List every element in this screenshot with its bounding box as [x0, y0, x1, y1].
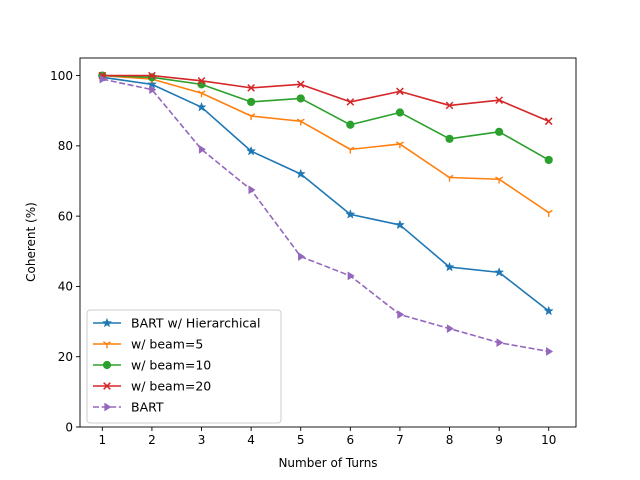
data-point-s0-5	[345, 209, 356, 219]
data-point-s0-1	[146, 79, 157, 89]
y-tick-label-80: 80	[58, 139, 73, 153]
data-point-s3-3	[247, 84, 255, 92]
series-line-1	[102, 74, 550, 214]
legend-marker-3	[103, 382, 111, 390]
legend-marker-2	[102, 360, 112, 370]
legend-marker-0	[101, 317, 113, 328]
x-tick-label-8: 8	[446, 433, 454, 447]
legend: BART w/ Hierarchical w/ beam=5 w/ beam=10 w…	[86, 309, 282, 424]
data-point-s1-4	[296, 118, 305, 126]
data-point-s4-6	[397, 310, 405, 319]
data-point-s4-5	[347, 271, 355, 281]
x-tick-label-3: 3	[198, 433, 206, 447]
data-point-s1-3	[247, 113, 256, 121]
series-3	[98, 71, 553, 126]
axes-frame	[79, 57, 577, 428]
legend-label-2: w/ beam=10	[131, 358, 211, 373]
data-point-s2-5	[346, 120, 355, 129]
y-tick-label-100: 100	[50, 69, 73, 83]
data-point-s0-4	[295, 168, 306, 179]
data-point-s4-0	[99, 74, 107, 84]
data-point-s4-3	[248, 185, 256, 195]
data-point-s0-7	[444, 261, 455, 272]
data-point-s1-2	[197, 90, 206, 98]
data-point-s4-9	[546, 346, 554, 356]
legend-label-3: w/ beam=20	[131, 379, 211, 394]
y-tick-label-0: 0	[65, 420, 73, 434]
data-point-s3-8	[495, 96, 503, 105]
data-point-s2-4	[296, 94, 305, 103]
series-line-2	[102, 74, 550, 161]
y-tick-label-40: 40	[58, 280, 73, 294]
data-point-s1-6	[395, 141, 404, 149]
data-point-s4-1	[149, 85, 157, 95]
series-line-4	[102, 78, 549, 353]
data-point-s3-9	[544, 117, 553, 126]
x-tick-label-10: 10	[541, 433, 556, 447]
x-tick-label-6: 6	[346, 433, 354, 447]
legend-label-4: BART	[131, 400, 164, 415]
series-4	[99, 74, 554, 356]
x-axis-label: Number of Turns	[278, 456, 377, 470]
x-tick-label-1: 1	[98, 433, 106, 447]
data-point-s4-7	[446, 324, 454, 334]
data-point-s0-2	[196, 101, 207, 112]
data-point-s3-7	[445, 101, 454, 110]
x-tick-label-9: 9	[495, 433, 503, 447]
x-tick-label-2: 2	[148, 433, 156, 447]
data-point-s0-8	[494, 267, 505, 277]
data-point-s1-8	[495, 176, 504, 184]
y-axis-label: Coherent (%)	[24, 202, 38, 282]
data-point-s3-5	[346, 98, 355, 106]
series-line-3	[102, 74, 550, 122]
data-point-s2-9	[544, 155, 553, 165]
x-tick-label-7: 7	[396, 433, 404, 447]
legend-label-1: w/ beam=5	[131, 337, 203, 352]
data-point-s2-6	[395, 108, 405, 117]
y-tick-label-60: 60	[58, 209, 73, 223]
data-point-s2-3	[247, 97, 256, 107]
plot-area	[97, 71, 554, 356]
data-point-s0-6	[394, 219, 405, 230]
data-point-s4-4	[298, 252, 306, 262]
series-line-0	[102, 76, 550, 312]
x-tick-label-5: 5	[297, 433, 305, 447]
legend-marker-1	[102, 341, 112, 349]
data-point-s3-4	[296, 80, 305, 89]
x-tick-label-4: 4	[247, 433, 255, 447]
data-point-s0-3	[246, 145, 257, 156]
data-point-s2-7	[445, 134, 454, 143]
legend-box	[86, 309, 282, 424]
data-point-s4-8	[496, 338, 504, 348]
data-point-s3-2	[197, 77, 206, 85]
data-point-s2-8	[495, 127, 504, 136]
data-point-s0-9	[543, 305, 554, 316]
legend-label-0: BART w/ Hierarchical	[131, 316, 260, 331]
data-point-s1-5	[346, 146, 355, 154]
data-point-s1-7	[445, 174, 454, 182]
data-point-s4-2	[198, 144, 206, 154]
data-point-s3-1	[148, 71, 156, 80]
legend-marker-4	[104, 402, 112, 412]
data-point-s1-9	[544, 209, 553, 217]
y-tick-label-20: 20	[58, 350, 73, 364]
data-point-s3-6	[396, 87, 404, 96]
